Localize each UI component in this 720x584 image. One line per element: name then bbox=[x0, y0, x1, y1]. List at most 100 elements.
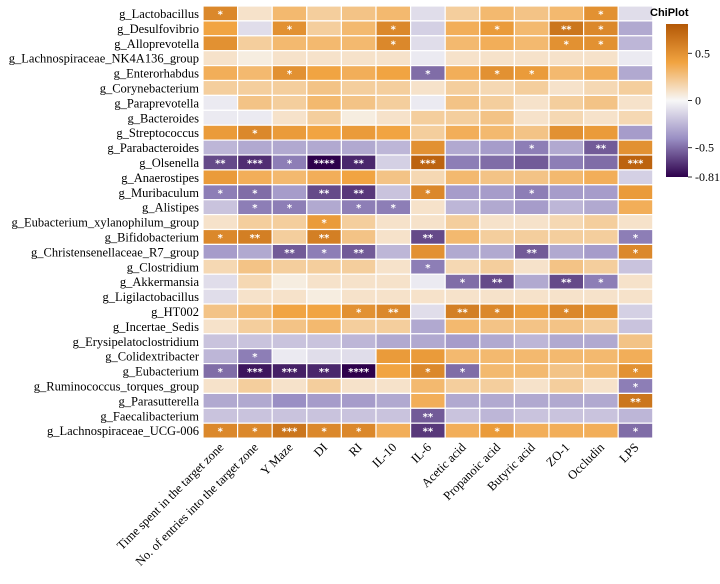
heatmap-cell bbox=[617, 20, 654, 37]
heatmap-cell bbox=[202, 64, 239, 82]
heatmap-cell bbox=[375, 407, 412, 424]
heatmap-cell bbox=[375, 377, 412, 394]
heatmap-cell bbox=[617, 124, 654, 141]
heatmap-cell bbox=[237, 64, 273, 82]
heatmap-cell bbox=[582, 169, 619, 186]
significance-star: ** bbox=[284, 248, 295, 259]
heatmap-cell bbox=[479, 79, 515, 96]
heatmap-cell bbox=[271, 139, 308, 156]
heatmap-cell bbox=[410, 50, 446, 67]
heatmap-cell bbox=[548, 79, 585, 96]
heatmap-cell bbox=[479, 288, 515, 305]
significance-star: *** bbox=[282, 427, 298, 438]
heatmap-cell bbox=[548, 214, 585, 231]
heatmap-cell bbox=[375, 422, 412, 439]
column-label: DI bbox=[311, 440, 330, 459]
heatmap-cell bbox=[375, 5, 412, 22]
significance-star: * bbox=[494, 427, 500, 438]
row-label: g_Bacteroides bbox=[127, 111, 199, 125]
heatmap-cell bbox=[306, 50, 342, 67]
heatmap-cell bbox=[444, 228, 481, 245]
significance-star: **** bbox=[348, 367, 370, 378]
heatmap-cell bbox=[340, 348, 377, 365]
heatmap-cell bbox=[548, 363, 585, 380]
heatmap-cell bbox=[202, 169, 239, 186]
heatmap-cell bbox=[202, 318, 239, 335]
significance-star: * bbox=[425, 367, 431, 378]
heatmap-cell bbox=[617, 199, 654, 216]
row-label: g_Christensenellaceae_R7_group bbox=[31, 245, 199, 259]
heatmap-cell bbox=[513, 50, 550, 67]
heatmap-cell bbox=[340, 139, 377, 156]
heatmap-cell bbox=[306, 139, 342, 156]
heatmap-cell bbox=[444, 5, 481, 22]
heatmap-cell bbox=[582, 214, 619, 231]
heatmap-cell bbox=[479, 124, 515, 141]
heatmap-cell bbox=[340, 109, 377, 126]
heatmap-cell bbox=[582, 124, 619, 141]
heatmap-cell bbox=[513, 214, 550, 231]
heatmap-cell bbox=[513, 392, 550, 409]
significance-star: ** bbox=[215, 158, 226, 169]
heatmap-cell bbox=[444, 184, 481, 201]
row-label: g_Akkermansia bbox=[120, 275, 200, 289]
column-label: RI bbox=[346, 440, 365, 459]
heatmap-cell bbox=[444, 422, 481, 439]
row-label: g_Olsenella bbox=[139, 156, 199, 170]
heatmap-cell bbox=[306, 392, 342, 409]
heatmap-cell bbox=[444, 154, 481, 171]
heatmap-cell bbox=[479, 392, 515, 409]
heatmap-cell bbox=[548, 124, 585, 141]
heatmap-cell bbox=[410, 199, 446, 216]
heatmap-cell bbox=[548, 64, 585, 82]
row-label: g_Enterorhabdus bbox=[114, 67, 200, 81]
heatmap-cell bbox=[582, 184, 619, 201]
heatmap-cell bbox=[617, 94, 654, 111]
significance-star: * bbox=[598, 39, 604, 50]
heatmap-cell bbox=[306, 199, 342, 216]
heatmap-cell bbox=[410, 94, 446, 111]
significance-star: * bbox=[391, 203, 397, 214]
heatmap-cell bbox=[271, 169, 308, 186]
heatmap-cell bbox=[202, 79, 239, 96]
significance-star: * bbox=[529, 69, 535, 80]
heatmap-cell bbox=[202, 273, 239, 290]
heatmap-cell bbox=[340, 124, 377, 141]
heatmap-cell bbox=[548, 407, 585, 424]
significance-star: * bbox=[598, 278, 604, 289]
heatmap-cell bbox=[306, 79, 342, 96]
heatmap-cell bbox=[548, 109, 585, 126]
heatmap-cell bbox=[340, 35, 377, 52]
heatmap-cell bbox=[513, 258, 550, 275]
significance-star: * bbox=[633, 427, 639, 438]
significance-star: * bbox=[391, 24, 397, 35]
heatmap-cell bbox=[444, 377, 481, 394]
heatmap-cell bbox=[202, 214, 239, 231]
row-label: g_Muribaculum bbox=[118, 186, 199, 200]
heatmap-cell bbox=[548, 288, 585, 305]
heatmap-cell bbox=[375, 184, 412, 201]
heatmap-cell bbox=[340, 94, 377, 111]
heatmap-cell bbox=[410, 214, 446, 231]
heatmap-cell bbox=[582, 50, 619, 67]
significance-star: * bbox=[460, 367, 466, 378]
heatmap-cell bbox=[271, 258, 308, 275]
heatmap-cell bbox=[271, 79, 308, 96]
heatmap-cell bbox=[340, 273, 377, 290]
heatmap-cell bbox=[444, 199, 481, 216]
heatmap-cell bbox=[340, 228, 377, 245]
heatmap-cell bbox=[237, 50, 273, 67]
heatmap-cell bbox=[202, 243, 239, 260]
heatmap-cell bbox=[271, 109, 308, 126]
heatmap-cell bbox=[444, 64, 481, 82]
heatmap-cell bbox=[271, 124, 308, 141]
column-label: ZO-1 bbox=[543, 440, 572, 469]
heatmap-cell bbox=[271, 228, 308, 245]
significance-star: ** bbox=[630, 397, 641, 408]
heatmap-cell bbox=[340, 288, 377, 305]
significance-star: ** bbox=[319, 233, 330, 244]
heatmap-cell bbox=[306, 288, 342, 305]
heatmap-cell bbox=[271, 94, 308, 111]
heatmap-cell bbox=[375, 79, 412, 96]
